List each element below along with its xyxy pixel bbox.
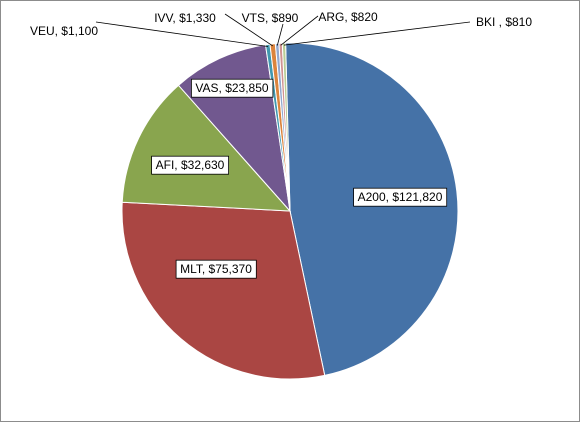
data-label: VTS, $890: [242, 11, 299, 25]
pie-slice-a200: [285, 42, 459, 376]
data-label-text: VTS, $890: [242, 11, 299, 25]
data-label: BKI , $810: [476, 15, 532, 29]
data-label-text: ARG, $820: [318, 10, 378, 24]
data-labels: A200, $121,820 MLT, $75,370 AFI, $32,630 VA…: [30, 10, 532, 279]
data-label-box: [151, 155, 230, 175]
data-label: VAS, $23,850: [190, 78, 274, 98]
leader-line: [283, 21, 471, 46]
data-label: IVV, $1,330: [154, 11, 216, 25]
data-label-text: IVV, $1,330: [154, 11, 216, 25]
pie-slice-afi: [121, 84, 292, 212]
leader-line: [280, 15, 319, 46]
data-label-text: MLT, $75,370: [180, 262, 252, 276]
data-label: MLT, $75,370: [175, 259, 257, 279]
data-label-box: [353, 187, 448, 207]
leader-line: [224, 13, 274, 47]
leader-line: [95, 21, 269, 47]
data-label: VEU, $1,100: [30, 24, 98, 38]
data-label-text: BKI , $810: [476, 15, 532, 29]
data-label: ARG, $820: [318, 10, 378, 24]
data-label-box: [175, 259, 257, 279]
data-label-text: AFI, $32,630: [156, 158, 225, 172]
pie-slices: [121, 42, 459, 380]
data-label: AFI, $32,630: [151, 155, 230, 175]
pie-slice-mlt: [121, 201, 326, 380]
leader-lines: [95, 13, 471, 47]
data-label-text: A200, $121,820: [358, 190, 443, 204]
data-label-box: [190, 78, 274, 98]
data-label-text: VAS, $23,850: [195, 81, 268, 95]
leader-line: [276, 23, 284, 46]
data-label: A200, $121,820: [353, 187, 448, 207]
data-label-text: VEU, $1,100: [30, 24, 98, 38]
